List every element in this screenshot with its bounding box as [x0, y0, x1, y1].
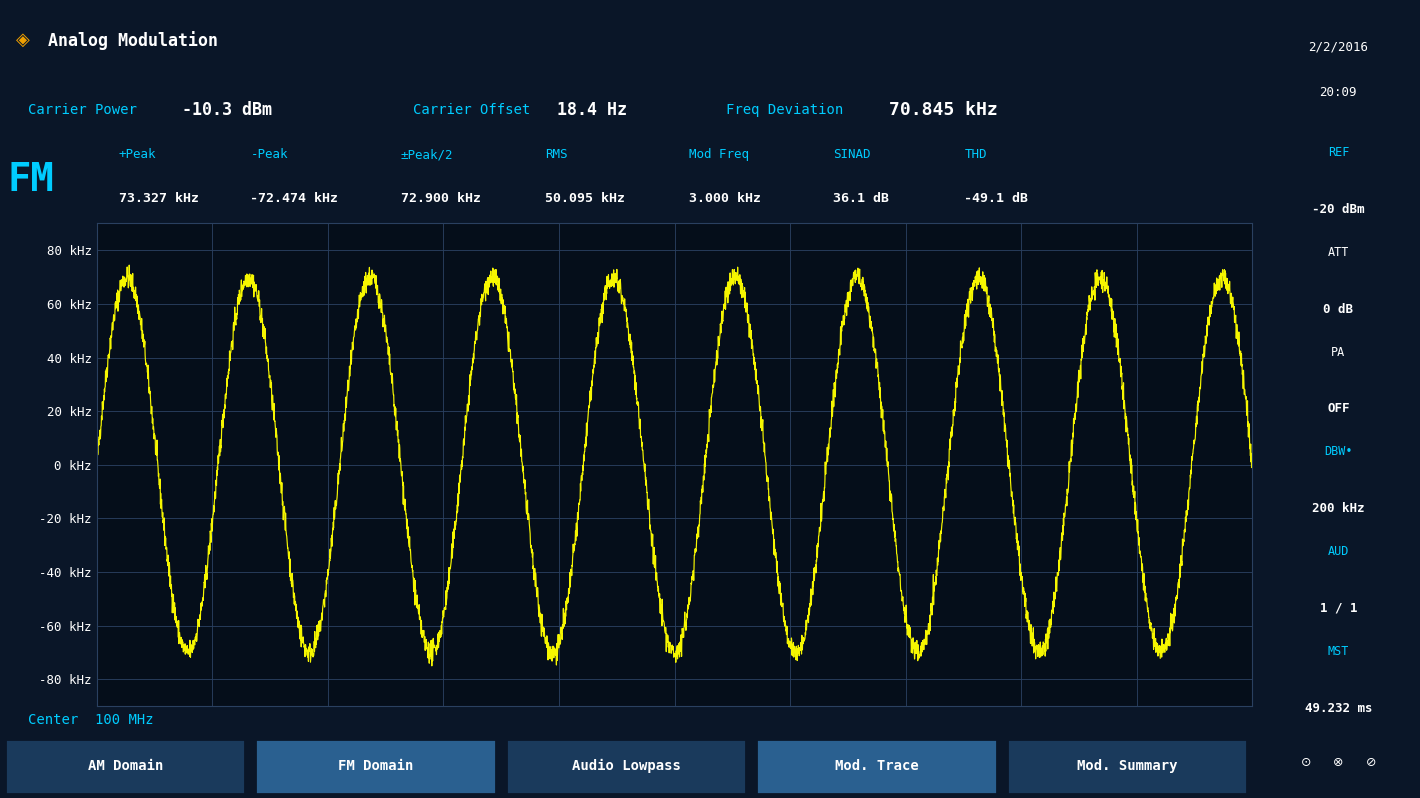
Text: DBW•: DBW• [1323, 445, 1353, 458]
Text: 2/2/2016: 2/2/2016 [1308, 41, 1369, 54]
Text: 1 / 1: 1 / 1 [1319, 602, 1358, 615]
Text: PA: PA [1331, 346, 1346, 358]
Text: -20 dBm: -20 dBm [1312, 203, 1365, 216]
Text: 20:09: 20:09 [1319, 85, 1358, 99]
Text: 49.232 ms: 49.232 ms [1305, 701, 1372, 715]
Text: Mod. Trace: Mod. Trace [835, 759, 919, 773]
Text: 73.327 kHz: 73.327 kHz [119, 192, 199, 205]
FancyBboxPatch shape [6, 739, 246, 794]
Text: ±Peak/2: ±Peak/2 [400, 148, 453, 161]
Text: Audio Lowpass: Audio Lowpass [572, 759, 680, 773]
Text: Carrier Power: Carrier Power [27, 103, 136, 117]
Text: 36.1 dB: 36.1 dB [834, 192, 889, 205]
Text: Freq Deviation: Freq Deviation [727, 103, 843, 117]
Text: Carrier Offset: Carrier Offset [413, 103, 531, 117]
FancyBboxPatch shape [506, 739, 747, 794]
Text: -72.474 kHz: -72.474 kHz [250, 192, 338, 205]
Text: RMS: RMS [545, 148, 568, 161]
Text: OFF: OFF [1328, 402, 1349, 416]
Text: MST: MST [1328, 645, 1349, 658]
Text: -Peak: -Peak [250, 148, 288, 161]
Text: Mod. Summary: Mod. Summary [1076, 759, 1177, 773]
Text: 3.000 kHz: 3.000 kHz [689, 192, 761, 205]
FancyBboxPatch shape [757, 739, 997, 794]
Text: AUD: AUD [1328, 545, 1349, 558]
Text: 200 kHz: 200 kHz [1312, 502, 1365, 516]
Text: ⊘: ⊘ [1366, 757, 1376, 769]
Text: THD: THD [964, 148, 987, 161]
Text: 72.900 kHz: 72.900 kHz [400, 192, 481, 205]
Text: ATT: ATT [1328, 246, 1349, 259]
Text: FM: FM [9, 160, 55, 199]
Text: FM Domain: FM Domain [338, 759, 413, 773]
Text: +Peak: +Peak [119, 148, 156, 161]
Text: Mod Freq: Mod Freq [689, 148, 748, 161]
Text: -10.3 dBm: -10.3 dBm [182, 101, 271, 119]
Text: 0 dB: 0 dB [1323, 302, 1353, 316]
Text: ◈: ◈ [16, 31, 30, 49]
Text: Center  100 MHz: Center 100 MHz [27, 713, 153, 727]
Text: ⊗: ⊗ [1333, 757, 1343, 769]
Text: 18.4 Hz: 18.4 Hz [557, 101, 628, 119]
Text: -49.1 dB: -49.1 dB [964, 192, 1028, 205]
Text: ⊙: ⊙ [1301, 757, 1311, 769]
Text: Analog Modulation: Analog Modulation [48, 31, 217, 49]
Text: 70.845 kHz: 70.845 kHz [889, 101, 998, 119]
Text: AM Domain: AM Domain [88, 759, 163, 773]
Text: SINAD: SINAD [834, 148, 870, 161]
Text: REF: REF [1328, 146, 1349, 159]
FancyBboxPatch shape [1007, 739, 1247, 794]
Text: 50.095 kHz: 50.095 kHz [545, 192, 625, 205]
FancyBboxPatch shape [256, 739, 496, 794]
